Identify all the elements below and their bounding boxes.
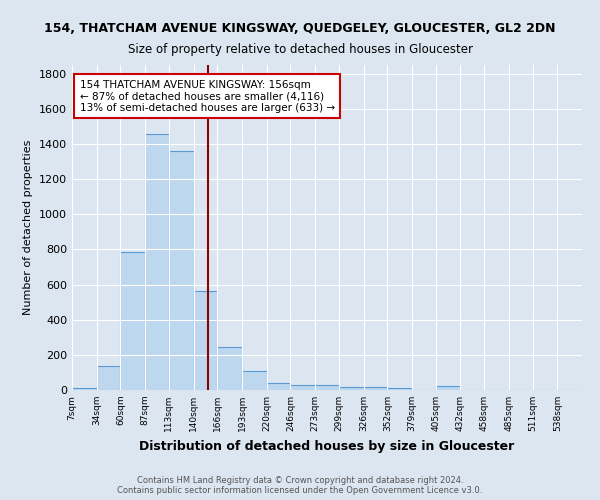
Bar: [145, 134, 169, 390]
Bar: [364, 387, 388, 390]
Bar: [266, 383, 290, 390]
Bar: [121, 252, 145, 390]
Bar: [194, 290, 217, 390]
Text: Contains public sector information licensed under the Open Government Licence v3: Contains public sector information licen…: [118, 486, 482, 495]
Bar: [339, 388, 364, 390]
Text: Contains HM Land Registry data © Crown copyright and database right 2024.: Contains HM Land Registry data © Crown c…: [137, 476, 463, 485]
Y-axis label: Number of detached properties: Number of detached properties: [23, 140, 34, 315]
Text: 154, THATCHAM AVENUE KINGSWAY, QUEDGELEY, GLOUCESTER, GL2 2DN: 154, THATCHAM AVENUE KINGSWAY, QUEDGELEY…: [44, 22, 556, 36]
Bar: [217, 347, 242, 390]
Bar: [315, 385, 339, 390]
Bar: [169, 151, 194, 390]
Bar: [242, 370, 266, 390]
Bar: [97, 366, 121, 390]
Bar: [72, 388, 97, 390]
Bar: [436, 386, 460, 390]
Text: 154 THATCHAM AVENUE KINGSWAY: 156sqm
← 87% of detached houses are smaller (4,116: 154 THATCHAM AVENUE KINGSWAY: 156sqm ← 8…: [80, 80, 335, 113]
X-axis label: Distribution of detached houses by size in Gloucester: Distribution of detached houses by size …: [139, 440, 515, 452]
Bar: [388, 388, 412, 390]
Text: Size of property relative to detached houses in Gloucester: Size of property relative to detached ho…: [128, 42, 473, 56]
Bar: [290, 385, 315, 390]
